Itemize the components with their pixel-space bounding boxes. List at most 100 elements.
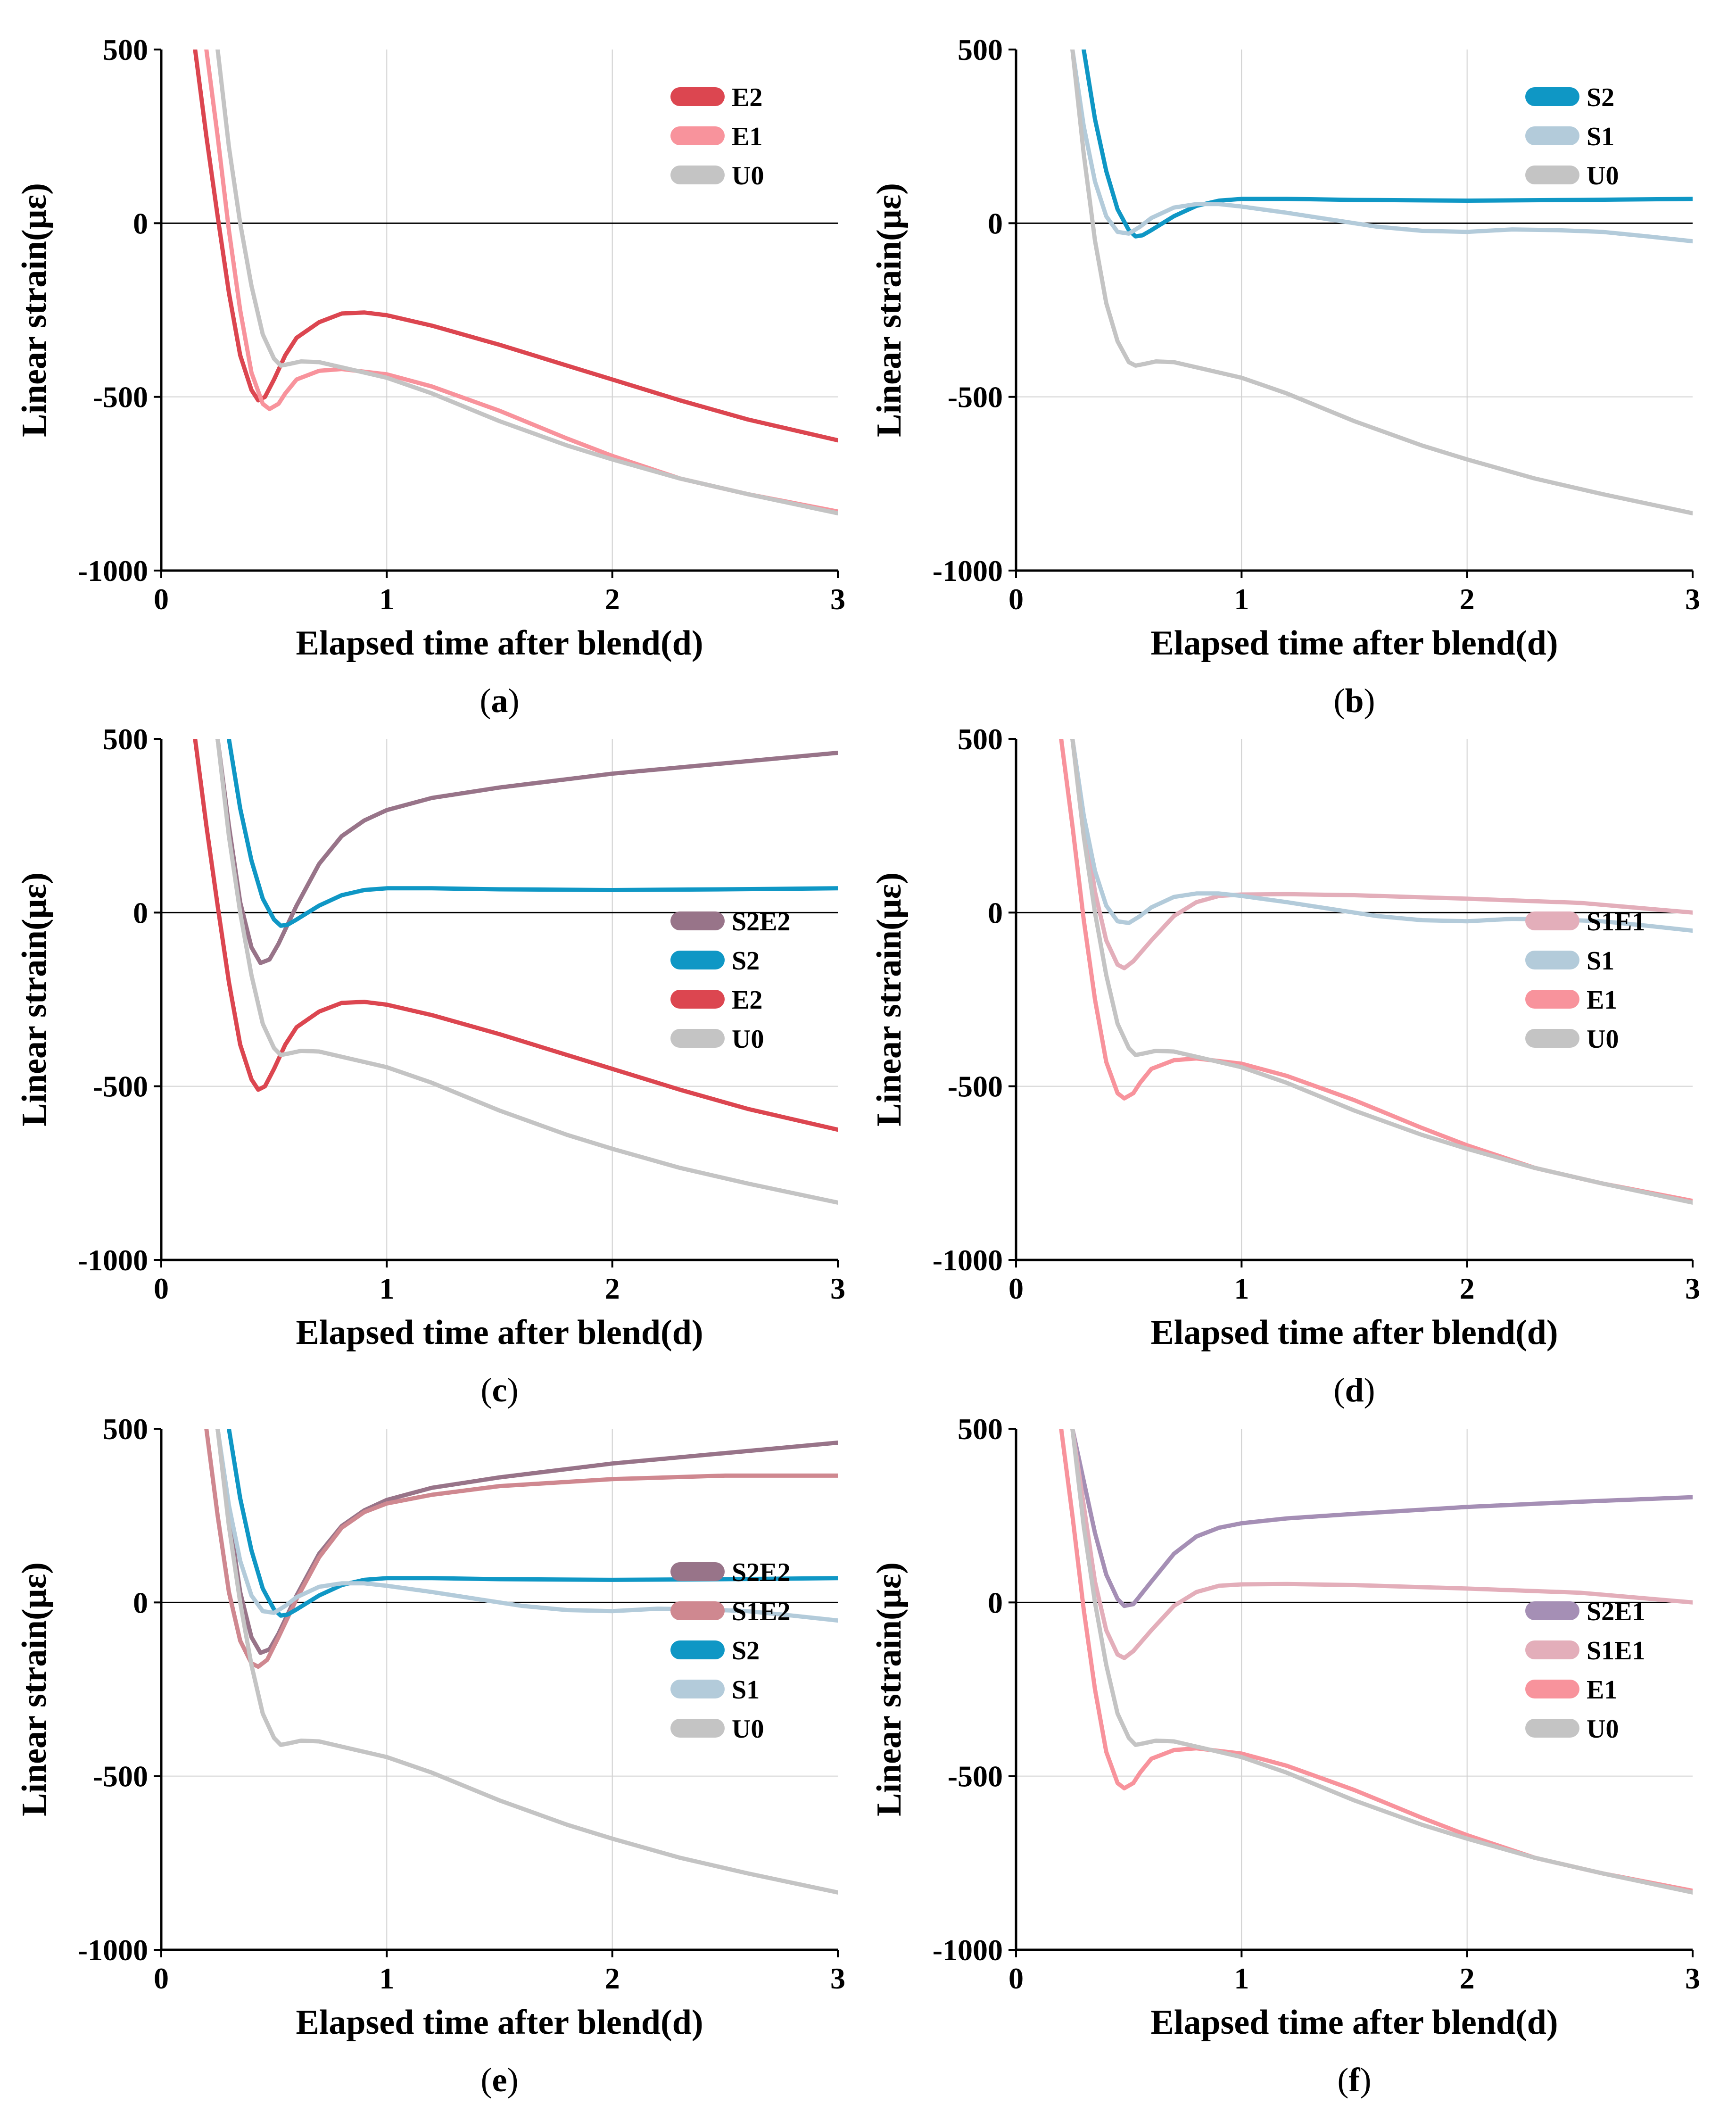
x-tick-label: 1 (379, 582, 394, 616)
y-axis-label: Linear strain(με) (15, 872, 54, 1127)
legend-label: E2 (732, 83, 762, 112)
panel-caption: (a) (480, 682, 520, 720)
caption-paren-open: ( (1333, 1371, 1345, 1409)
series-line-S2E1 (1070, 1429, 1693, 1608)
series-line-U0 (215, 1429, 838, 1895)
y-tick-label: -1000 (78, 1243, 148, 1277)
series-line-S1E1 (1070, 1429, 1693, 1660)
x-tick-label: 1 (379, 1272, 394, 1305)
series-line-S2 (1082, 50, 1693, 239)
legend-label: S1E1 (1587, 907, 1645, 936)
panel-caption: (b) (1333, 682, 1375, 720)
y-tick-label: -1000 (933, 1933, 1003, 1967)
caption-letter: b (1345, 682, 1364, 720)
x-tick-label: 2 (1460, 1962, 1475, 1995)
chart-panel-d: 0 1 2 3 -1000 -500 0 500 Elapsed time after blen… (870, 722, 1700, 1409)
x-tick-label: 1 (1234, 1272, 1249, 1305)
legend: S2E2 S1E2 S2 S1 U0 (670, 1558, 791, 1744)
y-axis-label: Linear strain(με) (15, 183, 54, 437)
chart-panel-b: 0 1 2 3 -1000 -500 0 500 Elapsed time after blen… (870, 33, 1700, 720)
legend-label: U0 (732, 1025, 764, 1054)
panel-caption: (c) (481, 1371, 519, 1409)
x-tick-label: 3 (1685, 582, 1700, 616)
legend-label: U0 (1587, 161, 1619, 191)
series-line-U0 (215, 739, 838, 1205)
series-line-U0 (1070, 50, 1693, 515)
y-axis-label: Linear strain(με) (870, 872, 909, 1127)
x-tick-label: 2 (605, 1272, 620, 1305)
series-line-S1E2 (204, 1429, 838, 1669)
y-tick-label: 0 (133, 207, 148, 240)
y-tick-label: 500 (103, 722, 148, 756)
y-tick-label: -1000 (78, 554, 148, 588)
y-tick-label: 500 (103, 1412, 148, 1446)
x-tick-label: 2 (605, 1962, 620, 1995)
series-line-S2 (227, 1429, 838, 1618)
x-axis-label: Elapsed time after blend(d) (296, 1313, 703, 1352)
legend-label: S1 (1587, 122, 1614, 151)
legend-label: S1E1 (1587, 1636, 1645, 1665)
y-tick-label: -500 (93, 381, 148, 414)
x-axis-label: Elapsed time after blend(d) (296, 624, 703, 663)
panel-caption: (e) (481, 2061, 519, 2099)
legend-label: E1 (1587, 986, 1617, 1015)
legend-label: S2E1 (1587, 1597, 1645, 1626)
chart-panel-f: 0 1 2 3 -1000 -500 0 500 Elapsed time after blen… (870, 1412, 1700, 2099)
x-tick-label: 2 (1460, 582, 1475, 616)
legend: S2E1 S1E1 E1 U0 (1525, 1597, 1645, 1744)
series-line-S1 (1070, 50, 1693, 244)
caption-paren-open: ( (1338, 2061, 1349, 2099)
series-line-S2 (227, 739, 838, 928)
x-tick-label: 0 (1009, 1962, 1024, 1995)
x-tick-label: 3 (830, 1272, 845, 1305)
legend-label: U0 (1587, 1025, 1619, 1054)
legend-label: S2E2 (732, 907, 791, 936)
y-tick-label: 500 (103, 33, 148, 66)
x-tick-label: 0 (154, 582, 169, 616)
legend-label: S1 (732, 1675, 760, 1705)
x-axis-label: Elapsed time after blend(d) (1150, 1313, 1558, 1352)
x-tick-label: 3 (1685, 1962, 1700, 1995)
y-tick-label: -500 (948, 381, 1003, 414)
y-tick-label: -500 (948, 1070, 1003, 1103)
panel-caption: (d) (1333, 1371, 1375, 1409)
series-line-S1E1 (1070, 739, 1693, 970)
x-tick-label: 1 (1234, 582, 1249, 616)
y-tick-label: -500 (93, 1070, 148, 1103)
caption-paren-close: ) (1364, 1371, 1375, 1409)
series-line-E2 (193, 50, 838, 443)
x-axis-label: Elapsed time after blend(d) (296, 2003, 703, 2042)
y-tick-label: -1000 (933, 1243, 1003, 1277)
legend-label: E1 (732, 122, 762, 151)
caption-paren-close: ) (508, 682, 520, 720)
caption-letter: f (1349, 2061, 1361, 2099)
y-tick-label: -500 (93, 1760, 148, 1793)
y-axis-label: Linear strain(με) (870, 183, 909, 437)
caption-paren-open: ( (1333, 682, 1345, 720)
x-tick-label: 1 (379, 1962, 394, 1995)
caption-paren-open: ( (481, 1371, 492, 1409)
series-line-E2 (193, 739, 838, 1132)
series-line-U0 (1070, 1429, 1693, 1895)
y-tick-label: -1000 (933, 554, 1003, 588)
x-tick-label: 0 (154, 1962, 169, 1995)
legend-label: S2 (1587, 83, 1614, 112)
series-line-S1 (215, 1429, 838, 1623)
legend-label: E1 (1587, 1675, 1617, 1705)
x-tick-label: 3 (1685, 1272, 1700, 1305)
x-axis-label: Elapsed time after blend(d) (1150, 2003, 1558, 2042)
y-tick-label: 0 (133, 896, 148, 929)
y-tick-label: 0 (988, 1586, 1003, 1619)
x-tick-label: 0 (1009, 1272, 1024, 1305)
caption-letter: a (491, 682, 508, 720)
x-tick-label: 3 (830, 582, 845, 616)
caption-paren-close: ) (507, 1371, 518, 1409)
legend-label: E2 (732, 986, 762, 1015)
x-tick-label: 0 (154, 1272, 169, 1305)
caption-paren-close: ) (1360, 2061, 1371, 2099)
caption-paren-close: ) (1364, 682, 1375, 720)
caption-letter: c (492, 1371, 507, 1409)
caption-letter: d (1345, 1371, 1364, 1409)
y-tick-label: 500 (958, 33, 1003, 66)
y-axis-label: Linear strain(με) (870, 1562, 909, 1816)
